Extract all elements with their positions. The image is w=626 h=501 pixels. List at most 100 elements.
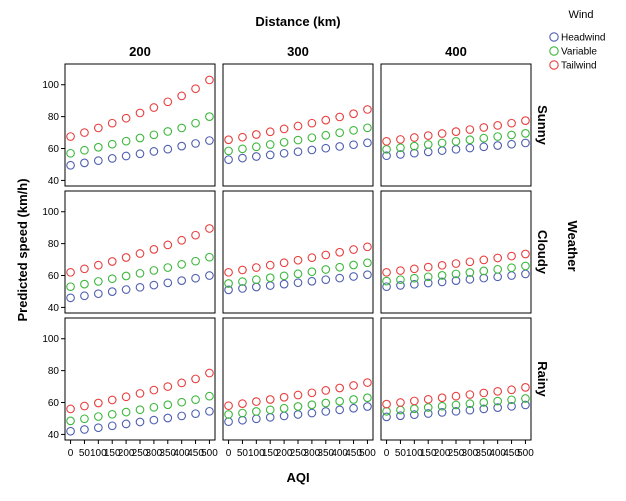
point-variable — [363, 393, 372, 403]
point-variable — [335, 128, 345, 138]
point-tailwind — [93, 260, 103, 270]
point-tailwind — [121, 392, 131, 402]
point-tailwind — [279, 258, 289, 268]
point-headwind — [409, 148, 419, 158]
panel-cloudy-300 — [222, 190, 374, 314]
point-tailwind — [149, 103, 159, 112]
point-tailwind — [437, 129, 447, 138]
point-tailwind — [396, 135, 405, 144]
x-tick-label: 350 — [159, 448, 176, 459]
point-headwind — [93, 289, 103, 299]
point-headwind — [293, 147, 303, 157]
legend-marker-tailwind — [549, 60, 559, 70]
panel-sunny-200: 40 60 80 100 — [42, 63, 216, 187]
x-tick-label: 50 — [237, 448, 249, 459]
panel-frame — [64, 190, 216, 314]
point-variable — [321, 398, 331, 408]
point-headwind — [163, 413, 173, 423]
column-label-300: 300 — [287, 44, 309, 59]
point-variable — [335, 262, 345, 272]
point-variable — [321, 130, 331, 140]
point-headwind — [479, 404, 489, 414]
point-headwind — [363, 138, 372, 148]
point-tailwind — [238, 399, 247, 408]
point-tailwind — [349, 381, 358, 390]
point-headwind — [423, 278, 433, 288]
point-variable — [437, 138, 447, 148]
point-headwind — [382, 412, 391, 422]
point-tailwind — [479, 123, 489, 132]
x-tick-label: 350 — [475, 448, 492, 459]
point-headwind — [335, 273, 345, 283]
row-label-sunny: Sunny — [535, 105, 550, 145]
point-variable — [465, 399, 475, 408]
point-headwind — [191, 273, 200, 283]
point-headwind — [507, 402, 516, 411]
point-headwind — [279, 279, 289, 289]
point-tailwind — [149, 245, 159, 254]
column-axis-title: Distance (km) — [255, 14, 340, 29]
row-label-cloudy: Cloudy — [535, 230, 550, 275]
x-tick-label: 400 — [489, 448, 506, 459]
point-headwind — [437, 277, 447, 287]
point-tailwind — [163, 382, 173, 391]
point-tailwind — [479, 388, 489, 398]
point-variable — [251, 142, 261, 152]
point-tailwind — [293, 390, 303, 400]
point-variable — [107, 274, 117, 284]
point-variable — [191, 256, 200, 266]
point-headwind — [107, 421, 117, 431]
point-headwind — [363, 402, 372, 411]
panel-frame — [222, 63, 374, 187]
point-variable — [191, 118, 200, 128]
point-tailwind — [363, 242, 372, 252]
x-axis-title: AQI — [286, 470, 309, 485]
point-variable — [465, 135, 475, 145]
point-tailwind — [205, 368, 214, 378]
point-variable — [121, 271, 131, 281]
panel-frame — [64, 63, 216, 187]
point-tailwind — [423, 262, 433, 272]
point-tailwind — [363, 378, 372, 387]
point-tailwind — [251, 263, 261, 272]
column-label-200: 200 — [129, 44, 151, 59]
point-tailwind — [307, 388, 317, 398]
point-tailwind — [382, 267, 391, 277]
point-variable — [423, 272, 433, 282]
point-headwind — [149, 147, 159, 156]
point-tailwind — [321, 115, 331, 125]
y-tick-label: 80 — [48, 239, 60, 250]
point-tailwind — [382, 399, 391, 409]
point-tailwind — [205, 75, 214, 85]
x-tick-label: 150 — [104, 448, 121, 459]
point-tailwind — [437, 260, 447, 270]
facet-grid: 200 300 400SunnyCloudyRainy406080100406080… — [42, 44, 550, 459]
point-variable — [238, 277, 247, 286]
x-tick-label: 450 — [503, 448, 520, 459]
panel-sunny-300 — [222, 63, 374, 187]
point-variable — [293, 269, 303, 279]
point-tailwind — [279, 392, 289, 402]
point-tailwind — [66, 267, 75, 277]
x-tick-label: 150 — [420, 448, 437, 459]
point-tailwind — [507, 251, 516, 261]
point-variable — [135, 405, 145, 415]
x-tick-label: 500 — [359, 448, 376, 459]
point-tailwind — [521, 116, 530, 125]
point-tailwind — [135, 108, 145, 118]
point-variable — [363, 258, 372, 268]
point-variable — [349, 125, 358, 135]
point-variable — [66, 282, 75, 292]
point-variable — [396, 275, 405, 285]
point-variable — [437, 401, 447, 411]
point-headwind — [163, 278, 173, 288]
point-headwind — [135, 417, 145, 427]
point-variable — [135, 133, 145, 143]
point-tailwind — [107, 257, 117, 266]
point-variable — [507, 395, 516, 405]
point-tailwind — [107, 118, 117, 128]
point-headwind — [279, 148, 289, 158]
point-tailwind — [349, 109, 358, 119]
x-tick-label: 300 — [146, 448, 163, 459]
point-tailwind — [335, 383, 345, 393]
